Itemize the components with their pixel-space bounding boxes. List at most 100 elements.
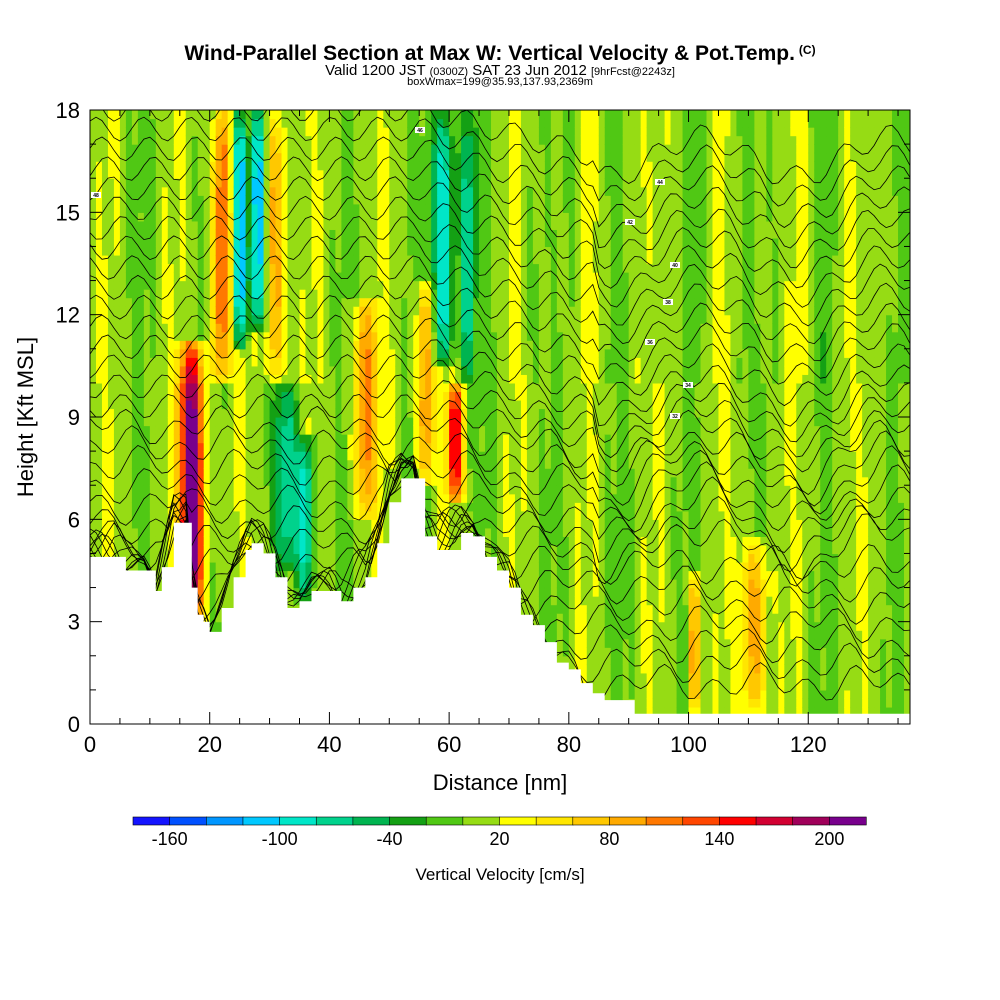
velocity-cell (353, 544, 360, 555)
velocity-cell (377, 289, 384, 299)
velocity-cell (419, 195, 426, 205)
velocity-cell (149, 510, 157, 520)
velocity-cell (383, 289, 390, 299)
velocity-cell (269, 203, 277, 213)
velocity-cell (371, 553, 378, 563)
velocity-cell (347, 553, 354, 563)
velocity-cell (143, 425, 151, 435)
velocity-cell (281, 186, 289, 196)
velocity-cell (383, 425, 390, 435)
velocity-cell (131, 434, 139, 444)
velocity-cell (335, 417, 342, 427)
velocity-cell (245, 220, 253, 230)
velocity-cell (251, 382, 259, 393)
velocity-cell (419, 220, 426, 230)
velocity-cell (281, 178, 289, 188)
velocity-cell (125, 365, 133, 375)
velocity-cell (353, 399, 360, 410)
velocity-cell (191, 246, 199, 256)
velocity-cell (383, 152, 390, 162)
velocity-cell (479, 510, 486, 520)
velocity-cell (299, 178, 307, 188)
velocity-cell (185, 280, 193, 290)
velocity-cell (125, 212, 133, 222)
velocity-cell (263, 493, 271, 503)
velocity-cell (347, 579, 354, 589)
velocity-cell (95, 382, 103, 393)
velocity-cell (365, 118, 372, 128)
velocity-cell (473, 297, 480, 307)
velocity-cell (431, 382, 438, 393)
velocity-cell (317, 434, 325, 444)
velocity-cell (245, 340, 253, 350)
velocity-cell (179, 203, 187, 213)
velocity-cell (191, 289, 199, 299)
velocity-cell (113, 544, 121, 555)
velocity-cell (179, 161, 187, 171)
velocity-cell (209, 118, 217, 128)
velocity-cell (305, 510, 313, 520)
velocity-cell (323, 434, 331, 444)
velocity-cell (131, 195, 139, 205)
velocity-cell (203, 186, 211, 196)
velocity-cell (395, 382, 402, 393)
velocity-cell (413, 289, 420, 299)
velocity-cell (173, 502, 181, 512)
velocity-cell (143, 536, 151, 546)
velocity-cell (359, 306, 366, 316)
velocity-cell (197, 263, 205, 273)
velocity-cell (353, 203, 360, 213)
velocity-cell (437, 186, 444, 196)
velocity-cell (401, 220, 408, 230)
velocity-cell (437, 476, 444, 486)
velocity-cell (197, 408, 205, 418)
velocity-cell (293, 254, 301, 265)
velocity-cell (90, 544, 97, 555)
velocity-cell (191, 510, 199, 520)
velocity-cell (161, 391, 169, 401)
velocity-cell (461, 417, 468, 427)
velocity-cell (443, 118, 450, 128)
velocity-cell (455, 536, 462, 546)
velocity-cell (119, 425, 127, 435)
velocity-cell (449, 203, 456, 213)
velocity-cell (359, 417, 366, 427)
velocity-cell (341, 306, 348, 316)
velocity-cell (233, 434, 241, 444)
velocity-cell (263, 118, 271, 128)
velocity-cell (281, 434, 289, 444)
velocity-cell (443, 135, 450, 145)
velocity-cell (293, 399, 301, 410)
velocity-cell (179, 417, 187, 427)
velocity-cell (107, 527, 115, 537)
velocity-cell (311, 459, 319, 469)
velocity-cell (287, 468, 295, 478)
velocity-cell (467, 493, 474, 503)
velocity-cell (383, 186, 390, 196)
velocity-cell (299, 289, 307, 299)
velocity-cell (443, 374, 450, 384)
velocity-cell (257, 408, 265, 418)
velocity-cell (449, 289, 456, 299)
velocity-cell (431, 442, 438, 452)
velocity-cell (485, 468, 492, 478)
velocity-cell (251, 442, 259, 452)
velocity-cell (497, 417, 504, 427)
velocity-cell (473, 135, 480, 145)
velocity-cell (239, 127, 247, 137)
velocity-cell (425, 485, 432, 495)
velocity-cell (173, 340, 181, 350)
velocity-cell (263, 263, 271, 273)
velocity-cell (311, 493, 319, 503)
velocity-cell (491, 135, 498, 145)
velocity-cell (131, 161, 139, 171)
velocity-cell (347, 110, 354, 120)
velocity-cell (167, 110, 175, 120)
velocity-cell (425, 306, 432, 316)
velocity-cell (413, 178, 420, 188)
velocity-cell (407, 425, 414, 435)
velocity-cell (425, 144, 432, 154)
velocity-cell (215, 263, 223, 273)
velocity-cell (107, 476, 115, 486)
velocity-cell (485, 212, 492, 222)
